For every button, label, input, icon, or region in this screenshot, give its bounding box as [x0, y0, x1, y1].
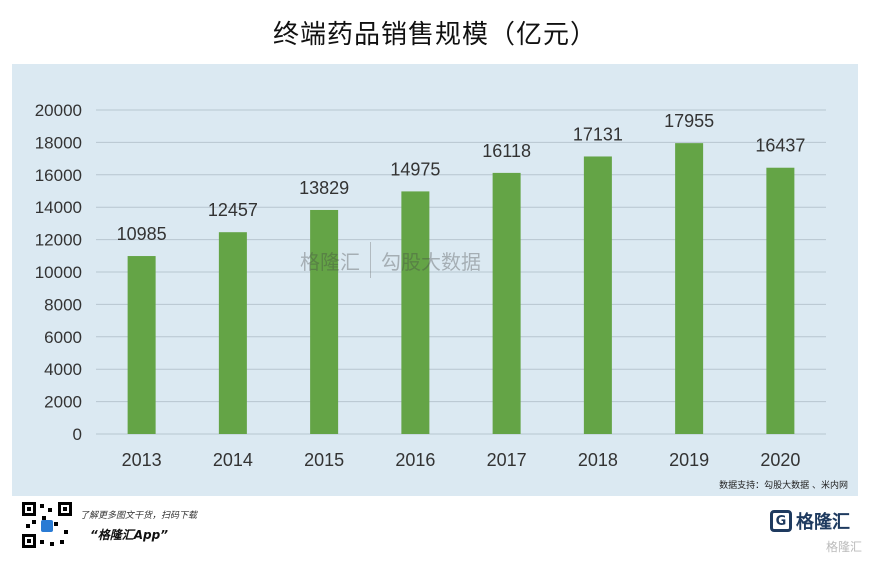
- x-tick-label: 2020: [760, 450, 800, 470]
- brand-logo: G 格隆汇: [770, 508, 850, 534]
- qr-code[interactable]: [20, 500, 74, 550]
- data-label: 14975: [390, 159, 440, 179]
- y-tick-label: 16000: [35, 166, 82, 185]
- source-note: 数据支持：勾股大数据 、米内网: [719, 481, 848, 491]
- x-tick-label: 2014: [213, 450, 253, 470]
- data-label: 17955: [664, 111, 714, 131]
- x-tick-label: 2015: [304, 450, 344, 470]
- bar: [401, 191, 430, 434]
- brand-secondary: 格隆汇: [825, 540, 862, 554]
- y-tick-label: 12000: [35, 231, 82, 250]
- y-tick-label: 4000: [44, 360, 82, 379]
- watermark-left: 格隆汇: [300, 249, 360, 274]
- y-tick-label: 0: [73, 425, 82, 444]
- x-tick-label: 2017: [487, 450, 527, 470]
- chart-panel: 0 2000 4000 6000 8000 10000 12000 14000 16000 180…: [12, 64, 858, 496]
- bar: [675, 143, 704, 434]
- y-tick-label: 2000: [44, 393, 82, 412]
- data-label: 17131: [573, 124, 623, 144]
- bar: [127, 256, 156, 434]
- qr-code-icon: [22, 502, 72, 548]
- watermark: 格隆汇 勾股大数据: [300, 242, 481, 278]
- bar: [492, 172, 521, 434]
- y-tick-label: 10000: [35, 263, 82, 282]
- x-tick-label: 2016: [395, 450, 435, 470]
- promo-app-name: “格隆汇App”: [90, 528, 168, 542]
- promo-text: 了解更多图文干货，扫码下载: [80, 511, 198, 521]
- data-label: 12457: [208, 200, 258, 220]
- x-tick-label: 2013: [122, 450, 162, 470]
- watermark-divider: [370, 242, 371, 278]
- y-tick-label: 6000: [44, 328, 82, 347]
- y-tick-label: 18000: [35, 133, 82, 152]
- data-label: 13829: [299, 178, 349, 198]
- x-tick-label: 2018: [578, 450, 618, 470]
- x-tick-label: 2019: [669, 450, 709, 470]
- y-tick-label: 8000: [44, 295, 82, 314]
- y-tick-label: 14000: [35, 198, 82, 217]
- brand-mark-icon: G: [770, 510, 792, 532]
- bar: [218, 232, 247, 434]
- bar: [310, 209, 339, 434]
- data-label: 10985: [117, 224, 167, 244]
- watermark-right: 勾股大数据: [381, 249, 481, 274]
- bar: [583, 156, 612, 435]
- data-label: 16437: [755, 136, 805, 156]
- chart-title: 终端药品销售规模（亿元）: [272, 20, 597, 50]
- data-label: 16118: [482, 141, 531, 161]
- bar-chart: 0 2000 4000 6000 8000 10000 12000 14000 16000 180…: [35, 101, 826, 470]
- y-tick-label: 20000: [35, 101, 82, 120]
- bar: [766, 167, 795, 435]
- brand-name: 格隆汇: [796, 512, 850, 533]
